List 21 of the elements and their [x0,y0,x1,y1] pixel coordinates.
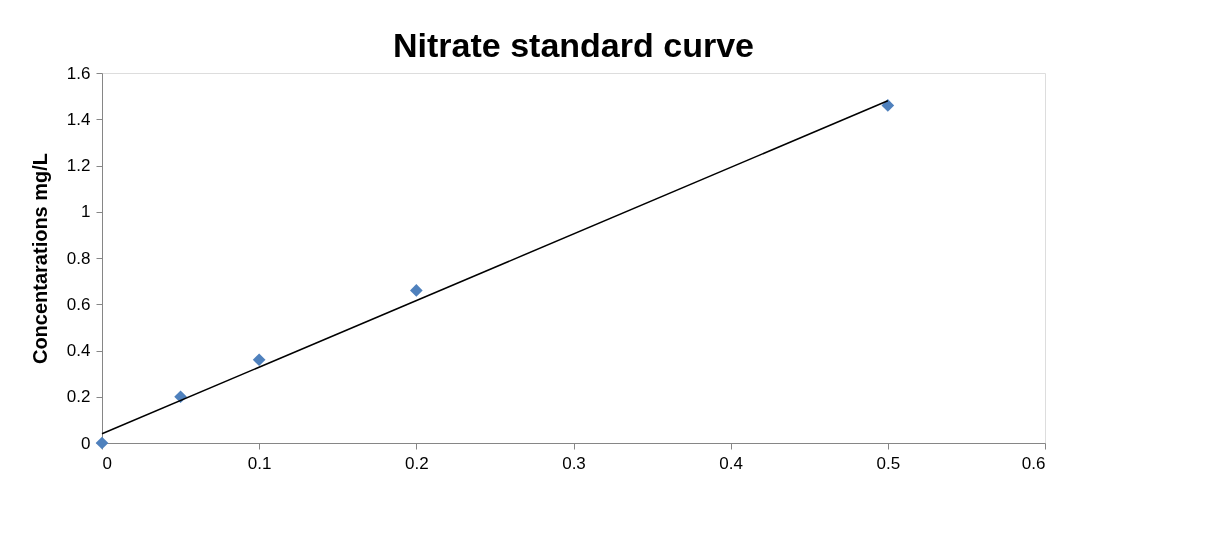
y-tick-label: 1.6 [66,63,91,83]
point [95,436,109,450]
y-tick-label: 0.6 [66,294,91,314]
x-tick-label: 0.4 [719,453,743,473]
y-tick-label: 1 [81,202,91,222]
y-tick-label: 0.8 [66,248,91,268]
x-tick-label: 0.3 [562,453,586,473]
chart-title: Nitrate standard curve [393,26,754,64]
y-tick-label: 0.4 [66,341,91,360]
x-tick-label: 0.1 [247,453,272,473]
point [410,284,423,297]
y-tick-label: 0.2 [66,387,91,407]
x-tick-label: 0.6 [1021,453,1046,473]
x-tick-label: 0.2 [405,453,429,473]
x-tick-label: 0.5 [876,453,901,473]
y-tick-label: 1.2 [66,156,91,175]
y-tick-label: 0 [81,433,91,453]
x-tick-label: 0 [102,453,112,473]
y-tick-label: 1.4 [66,109,91,129]
y-axis-title: Concentarations mg/L [28,152,51,365]
point [252,353,266,367]
